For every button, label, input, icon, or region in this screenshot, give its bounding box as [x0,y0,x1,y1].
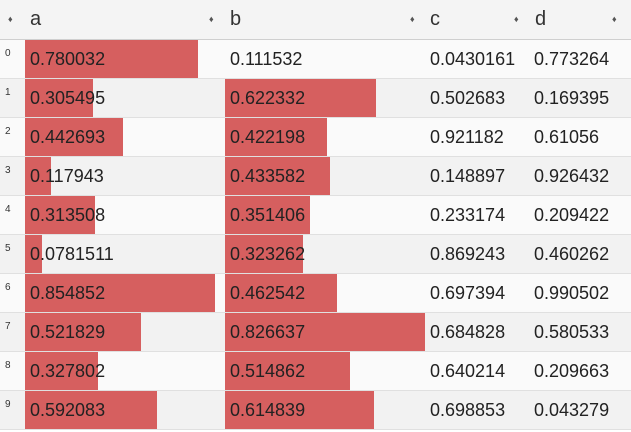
value-bar-a [25,352,98,390]
column-header-d[interactable]: d [535,8,547,30]
cell-a[interactable]: 0.117943 [30,166,104,186]
value-bar-b [225,313,425,351]
value-bar-b [225,274,337,312]
value-bar-a [25,196,95,234]
cell-b[interactable]: 0.323262 [230,244,306,264]
cell-b[interactable]: 0.433582 [230,166,306,186]
value-bar-b [225,352,350,390]
cell-d[interactable]: 0.773264 [534,49,610,69]
cell-d[interactable]: 0.926432 [534,166,610,186]
value-bar-a [25,274,215,312]
cell-b[interactable]: 0.826637 [230,322,306,342]
cell-a[interactable]: 0.854852 [30,283,106,303]
cell-b[interactable]: 0.614839 [230,400,306,420]
cell-c[interactable]: 0.684828 [430,322,506,342]
table-header: ♦ a ♦ b ♦ c ♦ d ♦ [0,0,631,40]
row-index: 9 [5,399,11,410]
cell-a[interactable]: 0.0781511 [30,244,114,264]
value-bar-a [25,391,157,429]
sort-icon[interactable]: ♦ [514,14,519,24]
value-bar-b [225,79,376,117]
cell-c[interactable]: 0.697394 [430,283,506,303]
cell-c[interactable]: 0.0430161 [430,49,516,69]
cell-d[interactable]: 0.043279 [534,400,610,420]
table-row[interactable]: 5 0.0781511 0.323262 0.869243 0.460262 [0,235,631,274]
cell-a[interactable]: 0.592083 [30,400,106,420]
cell-c[interactable]: 0.640214 [430,361,506,381]
table-row[interactable]: 4 0.313508 0.351406 0.233174 0.209422 [0,196,631,235]
cell-c[interactable]: 0.869243 [430,244,506,264]
cell-a[interactable]: 0.442693 [30,127,106,147]
value-bar-b [225,157,330,195]
value-bar-a [25,313,141,351]
sort-icon[interactable]: ♦ [8,14,13,24]
cell-a[interactable]: 0.305495 [30,88,106,108]
cell-b[interactable]: 0.462542 [230,283,306,303]
row-index: 6 [5,282,11,293]
row-index: 1 [5,87,11,98]
value-bar-b [225,235,303,273]
column-header-c[interactable]: c [430,8,440,30]
cell-b[interactable]: 0.514862 [230,361,306,381]
sort-icon[interactable]: ♦ [410,14,415,24]
value-bar-b [225,391,374,429]
cell-a[interactable]: 0.313508 [30,205,106,225]
value-bar-a [25,235,42,273]
cell-d[interactable]: 0.990502 [534,283,610,303]
cell-c[interactable]: 0.148897 [430,166,506,186]
table-row[interactable]: 1 0.305495 0.622332 0.502683 0.169395 [0,79,631,118]
value-bar-a [25,157,51,195]
column-header-b[interactable]: b [230,8,242,30]
cell-c[interactable]: 0.233174 [430,205,506,225]
column-header-a[interactable]: a [30,8,42,30]
value-bar-a [25,118,123,156]
row-index: 3 [5,165,11,176]
value-bar-a [25,79,93,117]
cell-c[interactable]: 0.502683 [430,88,506,108]
cell-d[interactable]: 0.209663 [534,361,610,381]
table-row[interactable]: 8 0.327802 0.514862 0.640214 0.209663 [0,352,631,391]
table-row[interactable]: 3 0.117943 0.433582 0.148897 0.926432 [0,157,631,196]
cell-a[interactable]: 0.780032 [30,49,106,69]
row-index: 0 [5,48,11,59]
row-index: 7 [5,321,11,332]
row-index: 8 [5,360,11,371]
cell-c[interactable]: 0.698853 [430,400,506,420]
row-index: 4 [5,204,11,215]
value-bar-a [25,40,198,78]
table-row[interactable]: 2 0.442693 0.422198 0.921182 0.61056 [0,118,631,157]
cell-b[interactable]: 0.622332 [230,88,306,108]
table-row[interactable]: 0 0.780032 0.111532 0.0430161 0.773264 [0,40,631,79]
table-row[interactable]: 6 0.854852 0.462542 0.697394 0.990502 [0,274,631,313]
sort-icon[interactable]: ♦ [612,14,617,24]
value-bar-b [225,118,327,156]
cell-c[interactable]: 0.921182 [430,127,504,147]
table-row[interactable]: 7 0.521829 0.826637 0.684828 0.580533 [0,313,631,352]
cell-b[interactable]: 0.351406 [230,205,306,225]
row-index: 2 [5,126,11,137]
cell-d[interactable]: 0.460262 [534,244,610,264]
row-index: 5 [5,243,11,254]
cell-d[interactable]: 0.580533 [534,322,610,342]
value-bar-b [225,196,310,234]
sort-icon[interactable]: ♦ [209,14,214,24]
cell-d[interactable]: 0.61056 [534,127,600,147]
table-row[interactable]: 9 0.592083 0.614839 0.698853 0.043279 [0,391,631,430]
cell-d[interactable]: 0.169395 [534,88,610,108]
cell-a[interactable]: 0.521829 [30,322,106,342]
cell-b[interactable]: 0.422198 [230,127,306,147]
cell-b[interactable]: 0.111532 [230,49,303,69]
cell-d[interactable]: 0.209422 [534,205,610,225]
cell-a[interactable]: 0.327802 [30,361,106,381]
